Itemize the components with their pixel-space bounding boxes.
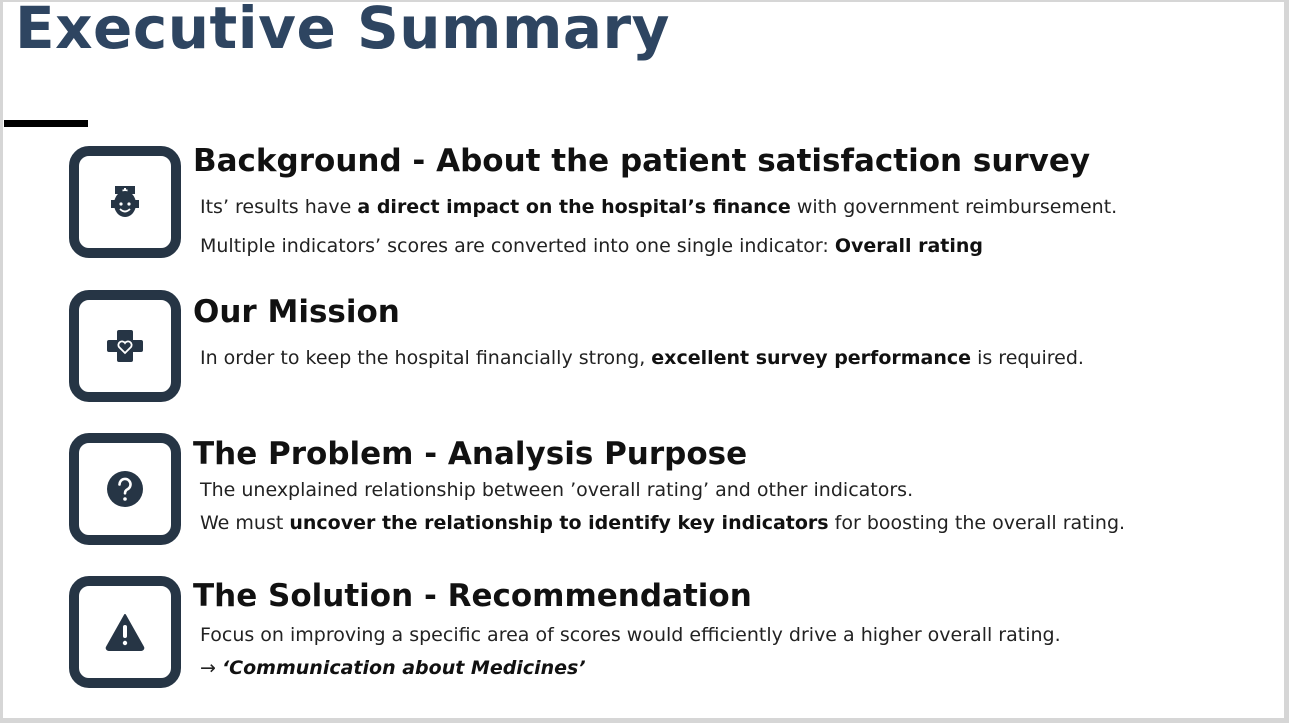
slide: Executive Summary Background - About the… xyxy=(3,2,1284,718)
background-line-2: Multiple indicators’ scores are converte… xyxy=(200,235,984,257)
section-heading-mission: Our Mission xyxy=(193,294,400,330)
question-icon xyxy=(69,433,181,545)
problem-line-1: The unexplained relationship between ’ov… xyxy=(200,479,914,501)
arrow-icon: → xyxy=(200,657,222,679)
warning-icon xyxy=(69,576,181,688)
section-heading-solution: The Solution - Recommendation xyxy=(193,578,752,614)
section-heading-problem: The Problem - Analysis Purpose xyxy=(193,436,748,472)
doctor-icon xyxy=(69,146,181,258)
problem-line-2: We must uncover the relationship to iden… xyxy=(200,512,1126,534)
mission-line-1: In order to keep the hospital financiall… xyxy=(200,347,1084,369)
page-title: Executive Summary xyxy=(15,2,670,62)
solution-line-2: → ‘Communication about Medicines’ xyxy=(200,657,586,679)
medical-cross-heart-icon xyxy=(69,290,181,402)
title-underline xyxy=(4,120,88,127)
background-line-1: Its’ results have a direct impact on the… xyxy=(200,196,1118,218)
solution-line-1: Focus on improving a specific area of sc… xyxy=(200,624,1061,646)
section-heading-background: Background - About the patient satisfact… xyxy=(193,143,1091,179)
